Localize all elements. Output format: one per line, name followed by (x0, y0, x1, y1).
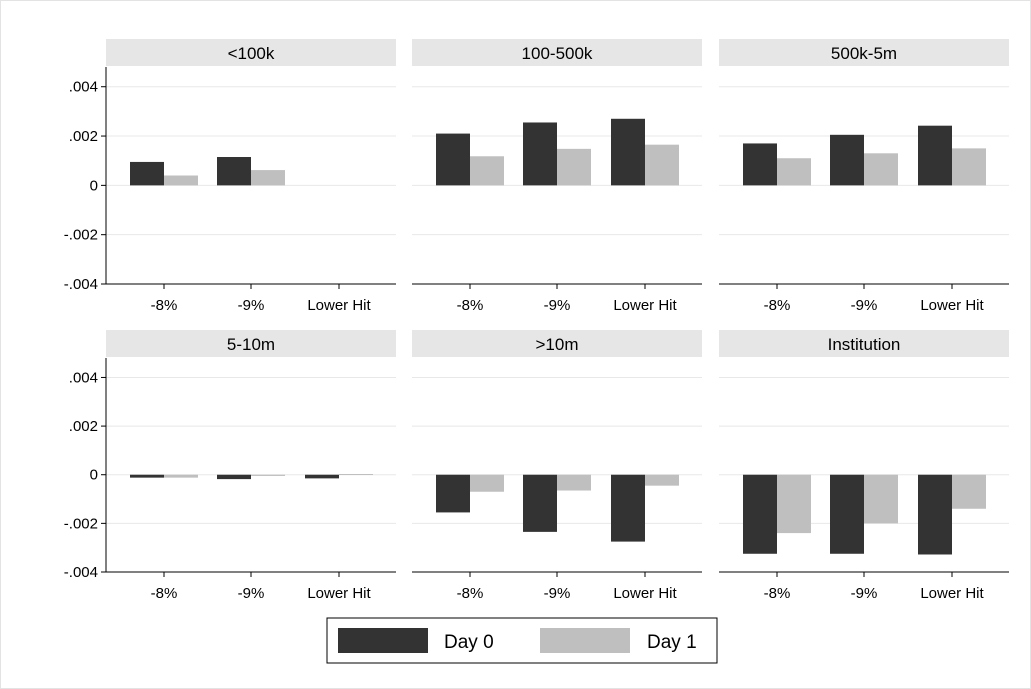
x-tick-label: -8% (764, 297, 791, 314)
y-tick-label: 0 (90, 467, 98, 484)
bar-day1 (777, 474, 811, 534)
bar-day0 (130, 161, 164, 186)
panel-3: 500k-5m -8% -9% Lower Hit (719, 39, 1009, 314)
bar-day1 (470, 474, 504, 492)
panel-title: Institution (828, 335, 901, 354)
x-tick-label: -8% (151, 585, 178, 602)
bar-day0 (611, 474, 645, 542)
panel-title: 500k-5m (831, 44, 897, 63)
x-tick-label: Lower Hit (307, 585, 371, 602)
bar-day0 (830, 134, 864, 186)
panel-title: >10m (536, 335, 579, 354)
bar-day0 (436, 474, 470, 513)
panel-title: <100k (228, 44, 275, 63)
bar-day1 (645, 144, 679, 186)
bar-day0 (305, 474, 339, 479)
panel-title-strip (412, 39, 702, 66)
bar-day0 (217, 157, 251, 186)
bar-day0 (611, 118, 645, 186)
x-tick-label: -9% (851, 585, 878, 602)
legend: Day 0 Day 1 (326, 617, 718, 664)
bar-day0 (436, 133, 470, 186)
bar-day0 (217, 474, 251, 480)
bar-day0 (918, 474, 952, 555)
legend-label: Day 1 (647, 632, 697, 653)
bar-day1 (864, 153, 898, 186)
x-tick-label: -9% (851, 297, 878, 314)
panel-title: 100-500k (522, 44, 593, 63)
bar-day0 (743, 474, 777, 554)
bar-day1 (339, 473, 373, 475)
x-tick-label: -9% (544, 585, 571, 602)
x-tick-label: -8% (457, 297, 484, 314)
panel-6: Institution -8% -9% Lower Hit (719, 330, 1009, 602)
x-tick-label: -8% (764, 585, 791, 602)
legend-swatch (540, 628, 630, 653)
y-tick-label: -.004 (64, 276, 98, 293)
bar-day1 (164, 474, 198, 478)
bar-day0 (830, 474, 864, 554)
y-tick-label: .002 (69, 418, 98, 435)
x-tick-label: Lower Hit (920, 585, 984, 602)
y-tick-label: .004 (69, 79, 98, 96)
bar-day1 (470, 156, 504, 186)
panel-title-strip (719, 330, 1009, 357)
bar-day1 (251, 474, 285, 476)
panel-title: 5-10m (227, 335, 275, 354)
panel-title-strip (106, 330, 396, 357)
legend-swatch (338, 628, 428, 653)
x-tick-label: -8% (457, 585, 484, 602)
y-tick-label: .002 (69, 128, 98, 145)
y-tick-label: .004 (69, 369, 98, 386)
panel-2: 100-500k -8% -9% Lower Hit (412, 39, 702, 314)
x-tick-label: -8% (151, 297, 178, 314)
panel-title-strip (719, 39, 1009, 66)
bar-day0 (523, 474, 557, 532)
bar-day1 (952, 474, 986, 509)
bar-day1 (251, 170, 285, 186)
bar-day0 (523, 122, 557, 186)
x-tick-label: -9% (238, 585, 265, 602)
x-tick-label: Lower Hit (920, 297, 984, 314)
bar-day0 (743, 143, 777, 186)
legend-label: Day 0 (444, 632, 494, 653)
bar-day1 (557, 148, 591, 186)
x-tick-label: Lower Hit (307, 297, 371, 314)
panel-5: >10m -8% -9% Lower Hit (412, 330, 702, 602)
bar-day1 (645, 474, 679, 486)
bar-day1 (952, 148, 986, 186)
y-tick-label: 0 (90, 177, 98, 194)
bar-day0 (130, 474, 164, 478)
x-tick-label: Lower Hit (613, 585, 677, 602)
bar-day1 (164, 175, 198, 186)
y-tick-label: -.004 (64, 564, 98, 581)
y-tick-label: -.002 (64, 227, 98, 244)
panel-1: <100k -8% -9% Lower Hit .004 .002 0 -.002 -.004 (64, 39, 396, 314)
x-tick-label: -9% (238, 297, 265, 314)
panel-4: 5-10m -8% -9% Lower Hit .004 .002 0 -.002 -.004 (64, 330, 396, 602)
x-tick-label: -9% (544, 297, 571, 314)
bar-day1 (864, 474, 898, 524)
panel-title-strip (412, 330, 702, 357)
bar-day1 (557, 474, 591, 491)
x-tick-label: Lower Hit (613, 297, 677, 314)
bar-day0 (918, 125, 952, 186)
y-tick-label: -.002 (64, 515, 98, 532)
bar-day1 (777, 158, 811, 186)
panel-title-strip (106, 39, 396, 66)
